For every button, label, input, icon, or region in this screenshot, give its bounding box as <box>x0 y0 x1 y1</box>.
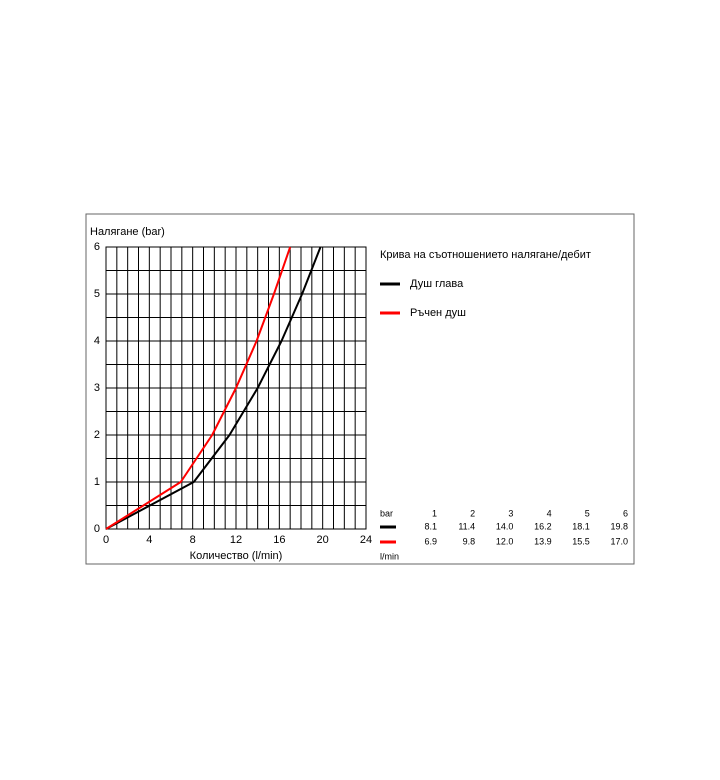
y-tick-label: 3 <box>94 382 100 394</box>
table-value: 8.1 <box>424 521 437 531</box>
x-tick-label: 0 <box>103 534 109 546</box>
table-header: bar <box>380 508 393 518</box>
legend-label: Душ глава <box>410 278 464 290</box>
x-tick-label: 24 <box>360 534 372 546</box>
table-value: 16.2 <box>534 521 552 531</box>
x-tick-label: 4 <box>146 534 152 546</box>
chart-frame <box>85 213 635 565</box>
table-value: 6.9 <box>424 536 437 546</box>
plot-frame <box>105 246 367 530</box>
table-value: 17.0 <box>610 536 628 546</box>
y-tick-label: 5 <box>94 288 100 300</box>
y-axis-label: Налягане (bar) <box>90 226 165 238</box>
x-tick-label: 20 <box>317 534 329 546</box>
table-value: 9.8 <box>463 536 476 546</box>
series-line <box>105 246 292 530</box>
y-tick-label: 6 <box>94 241 100 253</box>
x-tick-label: 16 <box>273 534 285 546</box>
table-value: 19.8 <box>610 521 628 531</box>
table-value: 15.5 <box>572 536 590 546</box>
table-value: 18.1 <box>572 521 590 531</box>
series-line <box>105 246 322 530</box>
y-tick-label: 2 <box>94 429 100 441</box>
chart-title: Крива на съотношението налягане/дебит <box>380 249 591 261</box>
table-column-header: 2 <box>470 508 475 518</box>
table-column-header: 6 <box>623 508 628 518</box>
legend-label: Ръчен душ <box>410 307 466 319</box>
y-tick-label: 1 <box>94 476 100 488</box>
x-tick-label: 8 <box>190 534 196 546</box>
x-tick-label: 12 <box>230 534 242 546</box>
table-value: 12.0 <box>496 536 514 546</box>
table-column-header: 5 <box>585 508 590 518</box>
table-column-header: 1 <box>432 508 437 518</box>
y-tick-label: 4 <box>94 335 100 347</box>
table-unit: l/min <box>380 551 399 561</box>
table-value: 13.9 <box>534 536 552 546</box>
table-column-header: 4 <box>547 508 552 518</box>
y-tick-label: 0 <box>94 523 100 535</box>
x-axis-label: Количество (l/min) <box>190 550 283 562</box>
table-column-header: 3 <box>508 508 513 518</box>
table-value: 14.0 <box>496 521 514 531</box>
table-value: 11.4 <box>458 521 475 531</box>
